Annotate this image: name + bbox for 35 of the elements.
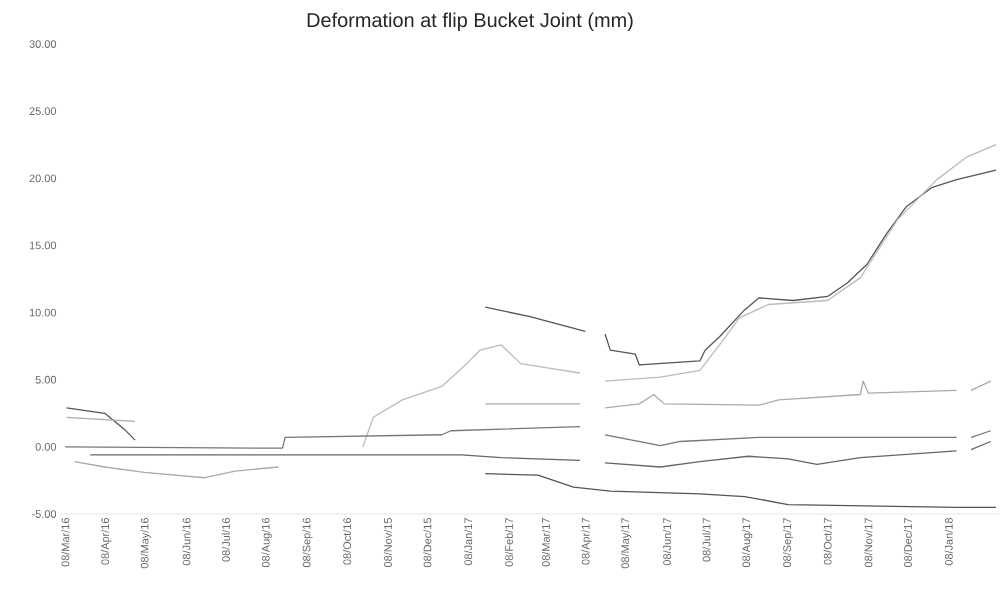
x-tick-label: 08/Nov/15 [383,518,392,568]
y-tick-label: 15.00 [29,241,57,250]
x-tick-label: 08/May/17 [621,518,632,569]
x-tick-label: 08/Mar/16 [61,518,70,567]
line-series [484,473,997,508]
x-tick-label: 08/Sep/17 [782,518,794,568]
x-tick-label: 08/Sep/16 [302,518,313,568]
x-tick-label: 08/Oct/17 [823,518,832,565]
y-tick-label: 0.00 [35,442,57,451]
y-tick-label: 30.00 [29,40,57,48]
x-tick-label: 08/Apr/16 [100,518,112,565]
x-tick-label: 08/Aug/17 [742,518,753,568]
x-tick-label: 08/Jun/16 [182,518,191,566]
x-tick-label: 08/Jul/16 [221,518,230,562]
y-tick-label: -5.00 [31,510,57,518]
y-tick-label: 5.00 [35,375,57,384]
x-tick-label: 08/Jul/17 [702,518,711,562]
x-tick-label: 08/Jan/18 [944,518,953,566]
x-tick-label: 08/Jan/17 [464,518,473,566]
x-tick-label: 08/Oct/16 [342,518,352,565]
line-series [65,407,136,441]
y-tick-label: 20.00 [29,174,57,183]
x-tick-label: 08/Dec/15 [423,518,432,568]
x-tick-label: 08/Nov/17 [864,518,873,568]
chart-title: Deformation at flip Bucket Joint (mm) [307,12,633,32]
y-tick-label: 25.00 [29,107,57,116]
x-tick-label: 08/Apr/17 [581,518,592,565]
x-tick-label: 08/Mar/17 [541,518,550,567]
x-tick-label: 08/Jun/17 [662,518,671,566]
y-tick-label: 10.00 [29,308,57,317]
line-series [73,460,280,479]
x-tick-label: 08/Feb/17 [504,518,513,567]
x-tick-label: 08/Aug/16 [261,518,272,568]
x-tick-label: 08/May/16 [140,518,151,569]
x-tick-label: 08/Dec/17 [903,518,912,568]
